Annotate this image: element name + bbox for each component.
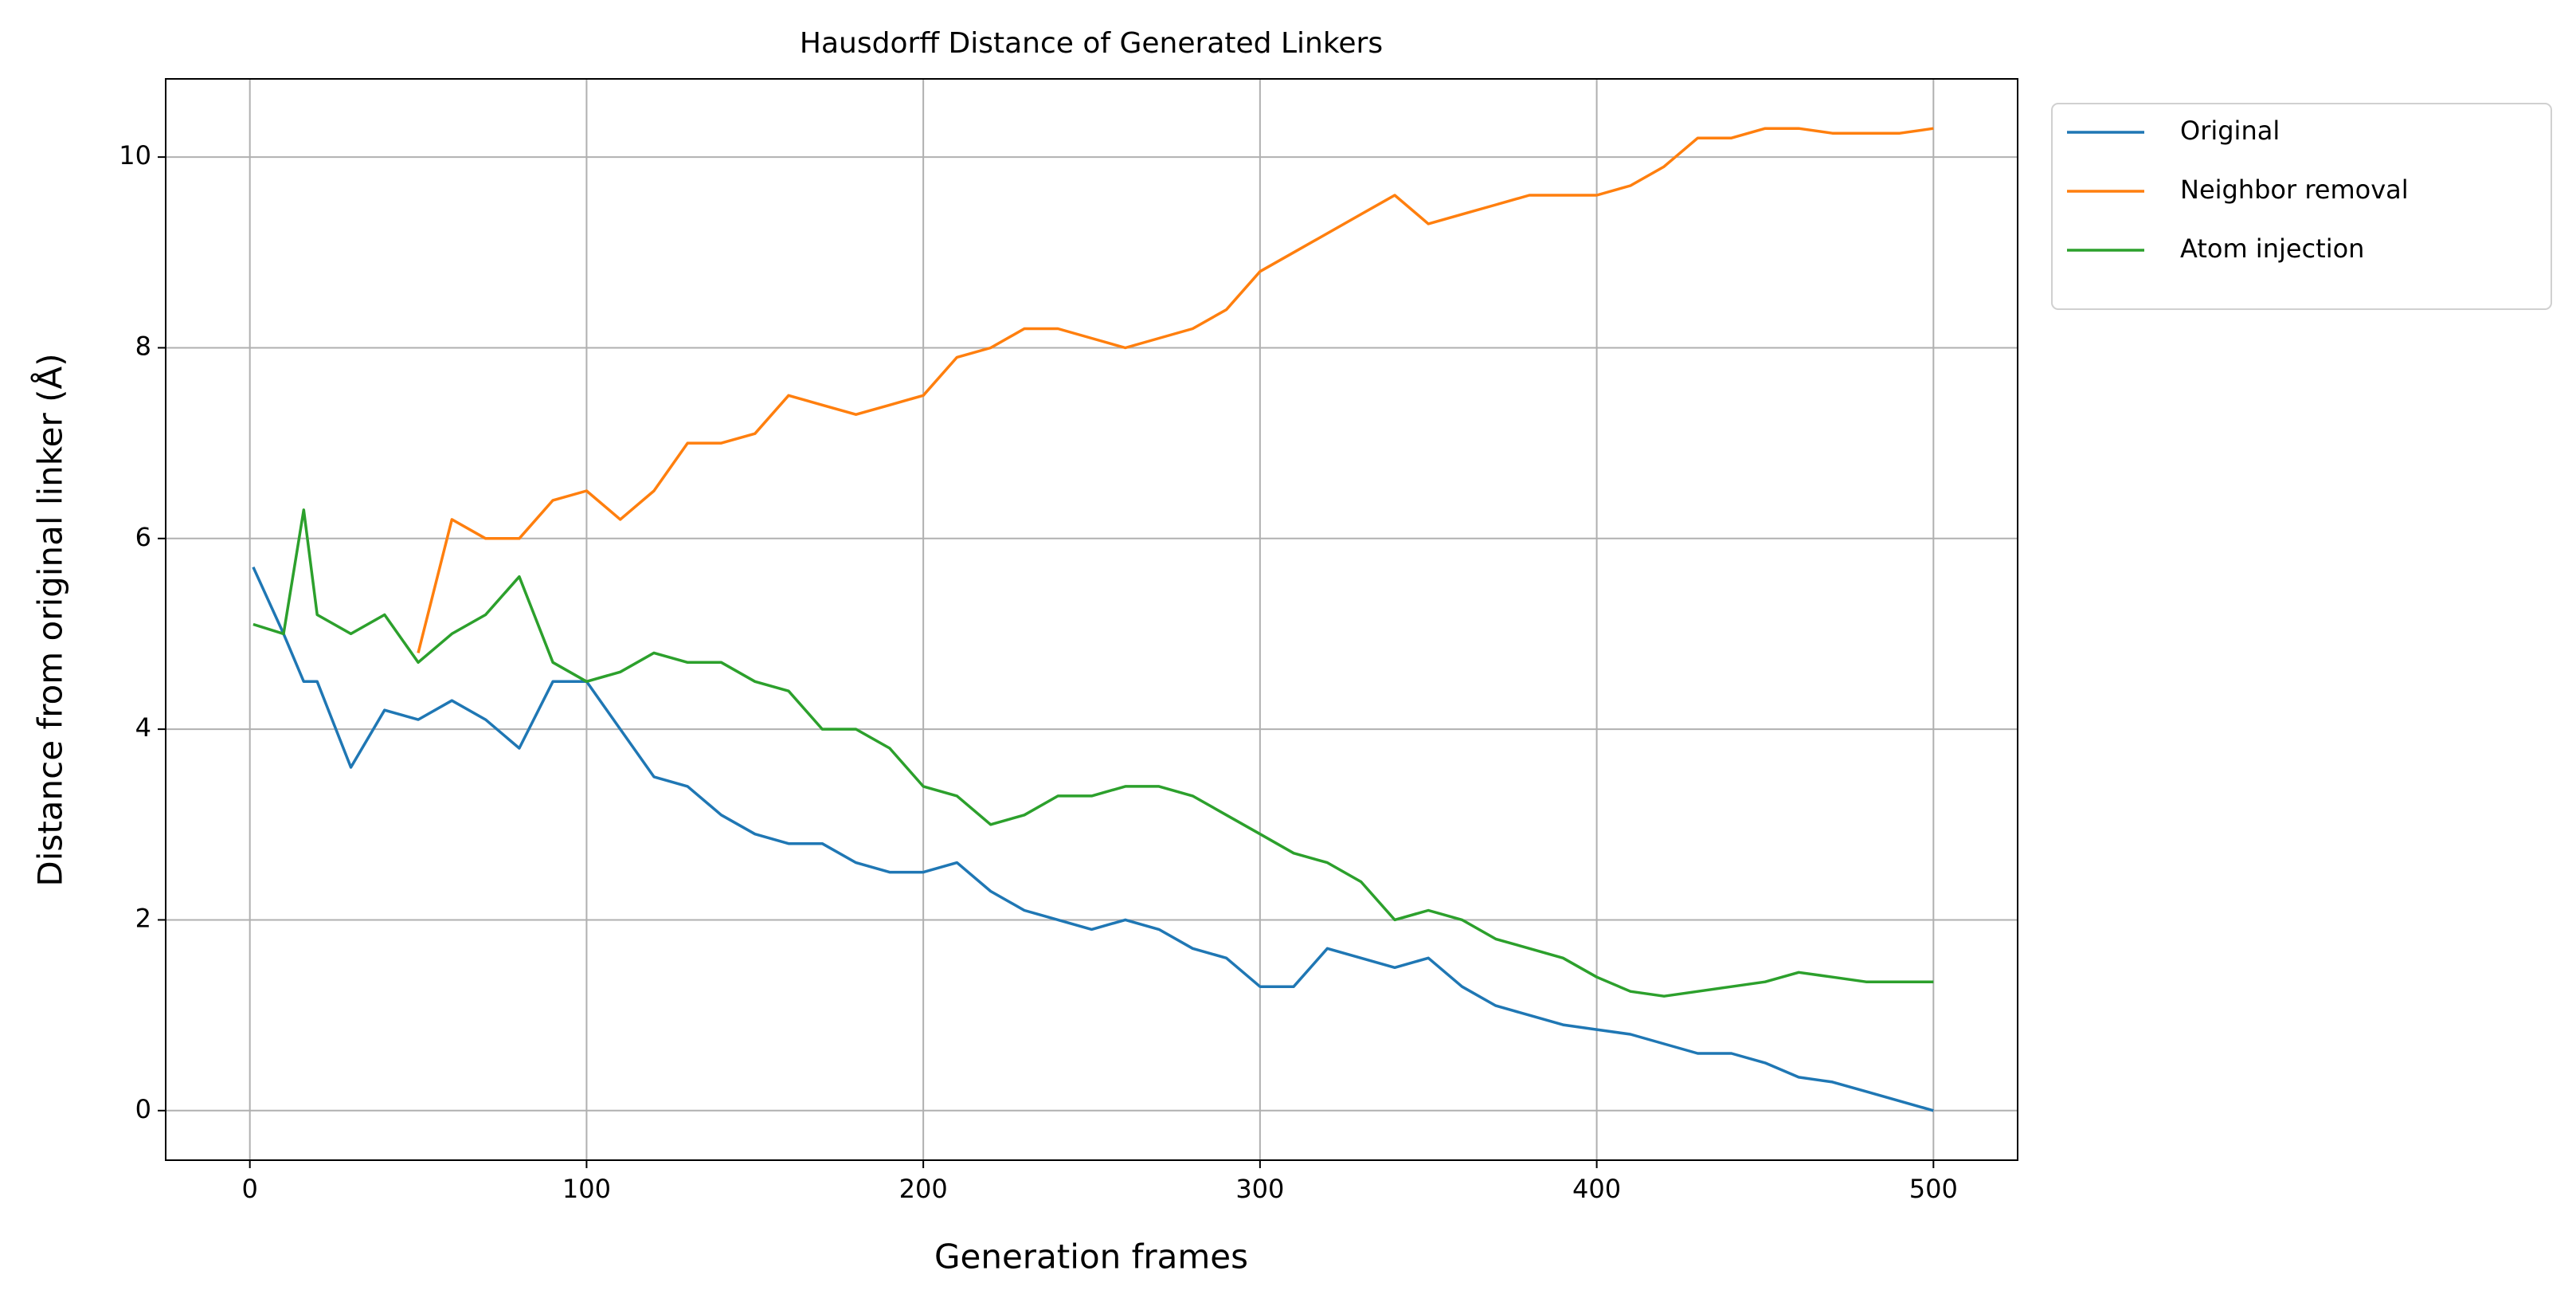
- y-tick-label: 4: [135, 712, 151, 743]
- legend: Original Neighbor removal Atom injection: [2051, 103, 2552, 310]
- x-tick-label: 200: [899, 1174, 948, 1204]
- y-axis-label: Distance from original linker (Å): [30, 353, 70, 886]
- chart-title: Hausdorff Distance of Generated Linkers: [800, 27, 1383, 60]
- x-tick-label: 100: [562, 1174, 611, 1204]
- legend-label: Atom injection: [2180, 233, 2364, 264]
- x-tick-label: 400: [1572, 1174, 1621, 1204]
- x-axis-label: Generation frames: [934, 1237, 1248, 1277]
- y-tick-label: 2: [135, 903, 151, 933]
- plot-frame: [165, 78, 2018, 1161]
- data-line: [252, 566, 1934, 1112]
- y-tick-label: 8: [135, 331, 151, 361]
- x-tick-label: 500: [1909, 1174, 1958, 1204]
- y-tick-label: 6: [135, 522, 151, 552]
- legend-label: Original: [2180, 116, 2280, 146]
- legend-box: [2051, 103, 2552, 310]
- y-tick-label: 10: [119, 140, 151, 171]
- legend-label: Neighbor removal: [2180, 175, 2409, 205]
- x-tick-label: 300: [1235, 1174, 1284, 1204]
- y-tick-label: 0: [135, 1094, 151, 1124]
- data-line: [253, 508, 1934, 998]
- data-line: [417, 127, 1934, 653]
- x-tick-label: 0: [242, 1174, 258, 1204]
